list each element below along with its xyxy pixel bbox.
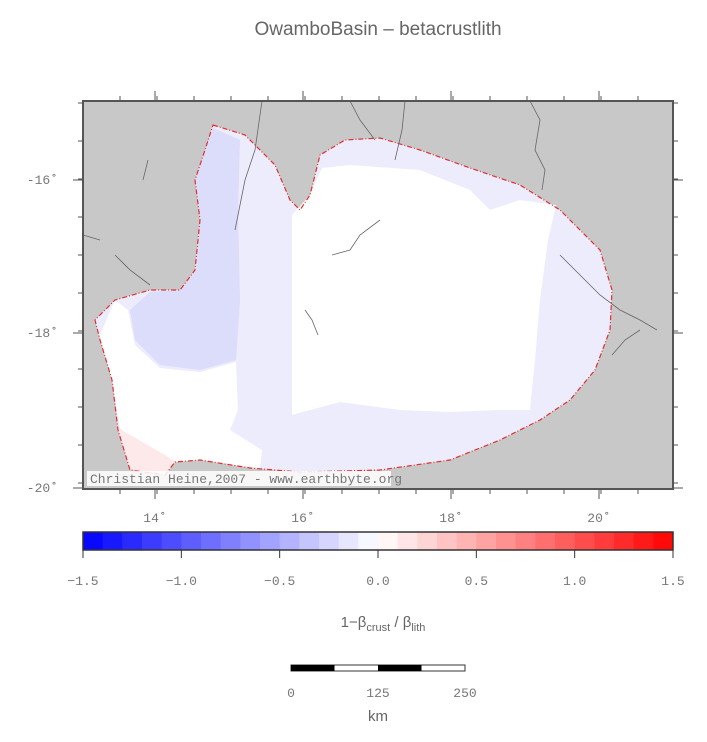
blue-zone: [130, 128, 240, 370]
river: [82, 234, 101, 241]
x-tick-label: 18˚: [439, 511, 462, 526]
colorbar-cell: [417, 532, 438, 550]
map: Christian Heine,2007 - www.earthbyte.org: [82, 100, 674, 490]
colorbar-cell: [240, 532, 261, 550]
scale-unit: km: [368, 708, 388, 725]
x-tick-label: 14˚: [143, 511, 166, 526]
scalebar: [290, 664, 466, 672]
colorbar-cell: [338, 532, 359, 550]
colorbar-cell: [614, 532, 635, 550]
neutral-zone: [292, 165, 556, 415]
colorbar: [82, 531, 674, 551]
river: [611, 329, 641, 356]
colorbar-cell: [633, 532, 654, 550]
colorbar-tick-label: 1.5: [661, 574, 684, 589]
colorbar-cell: [515, 532, 536, 550]
colorbar-cell: [161, 532, 182, 550]
scale-seg: [291, 665, 335, 671]
y-tick-label: -18˚: [27, 326, 58, 341]
basin-outline: [94, 124, 613, 476]
river: [559, 254, 658, 331]
colorbar-tick-label: −0.5: [264, 574, 295, 589]
y-tick-label: -20˚: [27, 481, 58, 496]
colorbar-tick-label: 0.5: [465, 574, 488, 589]
colorbar-cell: [122, 532, 143, 550]
colorbar-cell: [319, 532, 340, 550]
scale-label: 125: [366, 686, 389, 701]
colorbar-cell: [142, 532, 163, 550]
colorbar-cell: [181, 532, 202, 550]
colorbar-cell: [456, 532, 477, 550]
colorbar-cell: [496, 532, 517, 550]
label-part: 1−β: [341, 614, 367, 631]
label-sub: lith: [411, 622, 425, 634]
colorbar-cell: [535, 532, 556, 550]
scale-label: 0: [287, 686, 295, 701]
x-tick-label: 20˚: [587, 511, 610, 526]
colorbar-cell: [437, 532, 458, 550]
credit: Christian Heine,2007 - www.earthbyte.org: [90, 472, 402, 487]
river: [529, 100, 546, 191]
scale-label: 250: [453, 686, 476, 701]
colorbar-cell: [279, 532, 300, 550]
colorbar-tick-label: 0.0: [366, 574, 389, 589]
colorbar-cell: [220, 532, 241, 550]
colorbar-tick-label: −1.0: [166, 574, 197, 589]
colorbar-cell: [397, 532, 418, 550]
colorbar-cell: [574, 532, 595, 550]
colorbar-cell: [555, 532, 576, 550]
colorbar-cell: [358, 532, 379, 550]
coast-white: [100, 300, 262, 470]
colorbar-cell: [594, 532, 615, 550]
river: [114, 254, 151, 286]
river: [331, 219, 381, 256]
colorbar-cell: [653, 532, 674, 550]
map-frame: [82, 100, 674, 490]
colorbar-cell: [201, 532, 222, 550]
credit-box: [87, 471, 391, 486]
river: [234, 100, 263, 231]
y-tick-label: -16˚: [27, 173, 58, 188]
colorbar-cell: [378, 532, 399, 550]
title: OwamboBasin – betacrustlith: [254, 19, 501, 40]
x-tick-label: 16˚: [291, 511, 314, 526]
colorbar-cell: [102, 532, 123, 550]
river: [304, 309, 319, 336]
colorbar-cell: [260, 532, 281, 550]
colorbar-cell: [299, 532, 320, 550]
colorbar-tick-label: 1.0: [563, 574, 586, 589]
colorbar-tick-label: −1.5: [67, 574, 98, 589]
pink-zone: [118, 428, 175, 475]
river: [394, 100, 406, 161]
colorbar-cell: [476, 532, 497, 550]
rivers: [82, 100, 658, 356]
river: [142, 159, 149, 181]
scale-seg: [378, 665, 422, 671]
label-sub: crust: [366, 622, 390, 634]
colorbar-label: 1−βcrust / βlith: [341, 614, 426, 634]
colorbar-cell: [83, 532, 104, 550]
river: [349, 100, 376, 141]
label-part: / β: [390, 614, 412, 631]
